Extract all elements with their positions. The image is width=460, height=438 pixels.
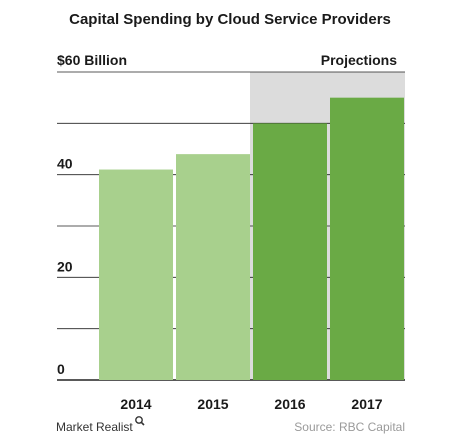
bar-2016 (253, 123, 327, 380)
bar-2015 (176, 154, 250, 380)
bars (99, 97, 404, 381)
y-tick-label: 20 (57, 258, 73, 274)
chart-title: Capital Spending by Cloud Service Provid… (69, 11, 391, 28)
source-credit: Source: RBC Capital (294, 420, 405, 434)
y-axis-ticks: 0 20 40 (57, 156, 73, 377)
y-tick-label: 0 (57, 361, 65, 377)
x-tick-label: 2015 (197, 396, 228, 412)
market-realist-logo: Market Realist (56, 416, 145, 434)
projection-label: Projections (321, 52, 397, 68)
logo-text: Market Realist (56, 420, 133, 434)
x-tick-label: 2016 (274, 396, 305, 412)
x-tick-label: 2017 (351, 396, 382, 412)
x-tick-label: 2014 (120, 396, 151, 412)
x-axis-labels: 2014 2015 2016 2017 (120, 396, 382, 412)
bar-2014 (99, 169, 173, 380)
y-tick-label: 40 (57, 156, 73, 172)
y-axis-unit-label: $60 Billion (57, 52, 127, 68)
bar-2017 (330, 97, 404, 381)
magnifier-icon (135, 416, 145, 426)
